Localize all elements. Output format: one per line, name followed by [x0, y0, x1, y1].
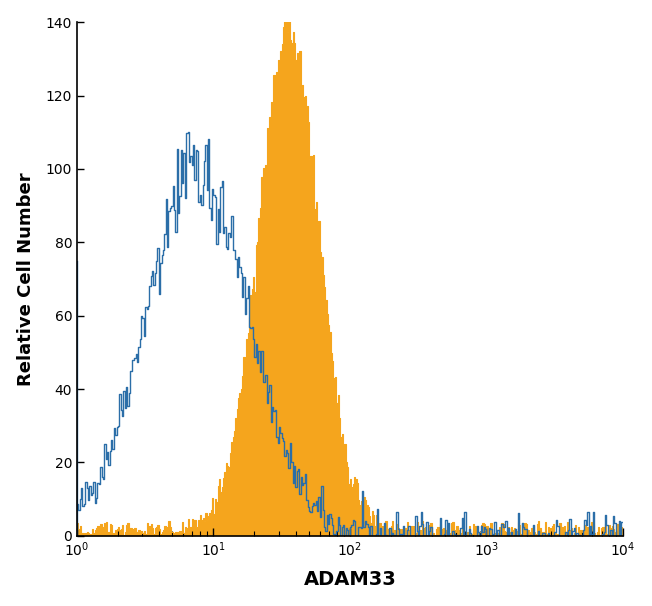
X-axis label: ADAM33: ADAM33	[303, 570, 396, 589]
Y-axis label: Relative Cell Number: Relative Cell Number	[17, 172, 35, 386]
